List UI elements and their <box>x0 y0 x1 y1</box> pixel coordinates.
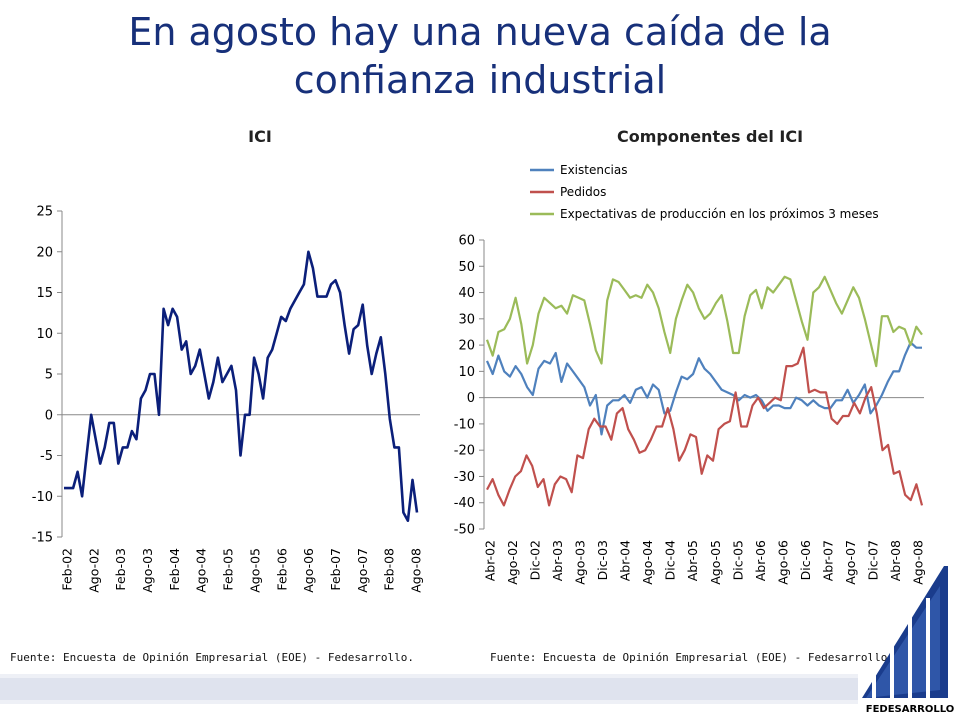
x-tick-label: Dic-07 <box>865 540 880 580</box>
y-tick-label: -10 <box>32 490 53 505</box>
x-tick-label: Ago-03 <box>140 548 155 593</box>
logo-stripe <box>926 598 930 698</box>
x-tick-label: Dic-03 <box>595 540 610 580</box>
x-tick-label: Feb-02 <box>60 548 75 591</box>
legend-entry: Existencias <box>560 163 628 177</box>
logo-wedge-inner <box>866 586 940 698</box>
y-tick-label: 15 <box>36 286 53 301</box>
x-tick-label: Ago-04 <box>194 548 209 593</box>
x-tick-label: Ago-05 <box>708 540 723 585</box>
source-note-right: Fuente: Encuesta de Opinión Empresarial … <box>490 651 894 664</box>
x-tick-label: Abr-02 <box>483 540 498 581</box>
slide-title-line2: confianza industrial <box>293 58 667 102</box>
x-tick-label: Dic-05 <box>730 540 745 580</box>
x-tick-label: Ago-04 <box>640 540 655 585</box>
x-tick-label: Abr-07 <box>820 540 835 581</box>
x-tick-label: Ago-08 <box>409 548 424 593</box>
x-tick-label: Ago-05 <box>247 548 262 593</box>
x-tick-label: Abr-04 <box>618 540 633 581</box>
x-tick-label: Ago-06 <box>301 548 316 593</box>
y-tick-label: 20 <box>458 339 475 354</box>
source-note-left: Fuente: Encuesta de Opinión Empresarial … <box>10 651 414 664</box>
x-tick-label: Ago-08 <box>911 540 926 585</box>
series-line-existencias <box>485 341 922 436</box>
series-line-expectativas <box>485 275 923 368</box>
y-tick-label: 0 <box>45 408 53 423</box>
y-tick-label: 5 <box>45 368 53 383</box>
y-tick-label: 10 <box>36 327 53 342</box>
x-tick-label: Feb-03 <box>113 548 128 591</box>
y-tick-label: 60 <box>458 234 475 249</box>
y-tick-label: 0 <box>467 391 475 406</box>
y-tick-label: 30 <box>458 312 475 327</box>
x-tick-label: Feb-05 <box>221 548 236 591</box>
y-tick-label: 10 <box>458 365 475 380</box>
y-tick-label: 20 <box>36 245 53 260</box>
x-tick-label: Ago-02 <box>505 540 520 585</box>
x-tick-label: Feb-07 <box>328 548 343 591</box>
y-tick-label: -50 <box>454 523 475 538</box>
y-tick-label: -30 <box>454 470 475 485</box>
x-tick-label: Abr-03 <box>550 540 565 581</box>
x-tick-label: Ago-06 <box>775 540 790 585</box>
logo-stripe <box>872 640 876 698</box>
y-tick-label: -5 <box>40 449 53 464</box>
y-tick-label: 50 <box>458 260 475 275</box>
x-tick-label: Ago-07 <box>355 548 370 593</box>
y-tick-label: -15 <box>32 531 53 546</box>
footer-band-inner <box>0 678 858 700</box>
slide-title-line1: En agosto hay una nueva caída de la <box>128 10 832 54</box>
components-chart-title: Componentes del ICI <box>616 127 804 146</box>
x-tick-label: Ago-03 <box>573 540 588 585</box>
x-tick-label: Feb-08 <box>382 548 397 591</box>
series-line-pedidos <box>486 346 924 507</box>
y-tick-label: -10 <box>454 417 475 432</box>
slide-title: En agosto hay una nueva caída de la conf… <box>0 8 960 104</box>
x-tick-label: Ago-02 <box>86 548 101 593</box>
y-tick-label: 40 <box>458 286 475 301</box>
series-line-ici <box>64 250 419 523</box>
x-tick-label: Dic-06 <box>798 540 813 580</box>
legend-entry: Pedidos <box>560 185 606 199</box>
x-tick-label: Abr-06 <box>753 540 768 581</box>
x-tick-label: Feb-06 <box>274 548 289 591</box>
x-tick-label: Ago-07 <box>843 540 858 585</box>
y-tick-label: -40 <box>454 496 475 511</box>
x-tick-label: Abr-05 <box>685 540 700 581</box>
ici-chart-title: ICI <box>248 127 272 146</box>
x-tick-label: Dic-04 <box>663 540 678 580</box>
y-tick-label: 25 <box>36 205 53 220</box>
logo-stripe <box>908 612 912 698</box>
x-tick-label: Abr-08 <box>888 540 903 581</box>
x-tick-label: Feb-04 <box>167 548 182 591</box>
y-tick-label: -20 <box>454 444 475 459</box>
legend-entry: Expectativas de producción en los próxim… <box>560 207 879 221</box>
logo-text: FEDESARROLLO <box>865 704 955 715</box>
x-tick-label: Dic-02 <box>528 540 543 580</box>
logo-stripe <box>890 626 894 698</box>
